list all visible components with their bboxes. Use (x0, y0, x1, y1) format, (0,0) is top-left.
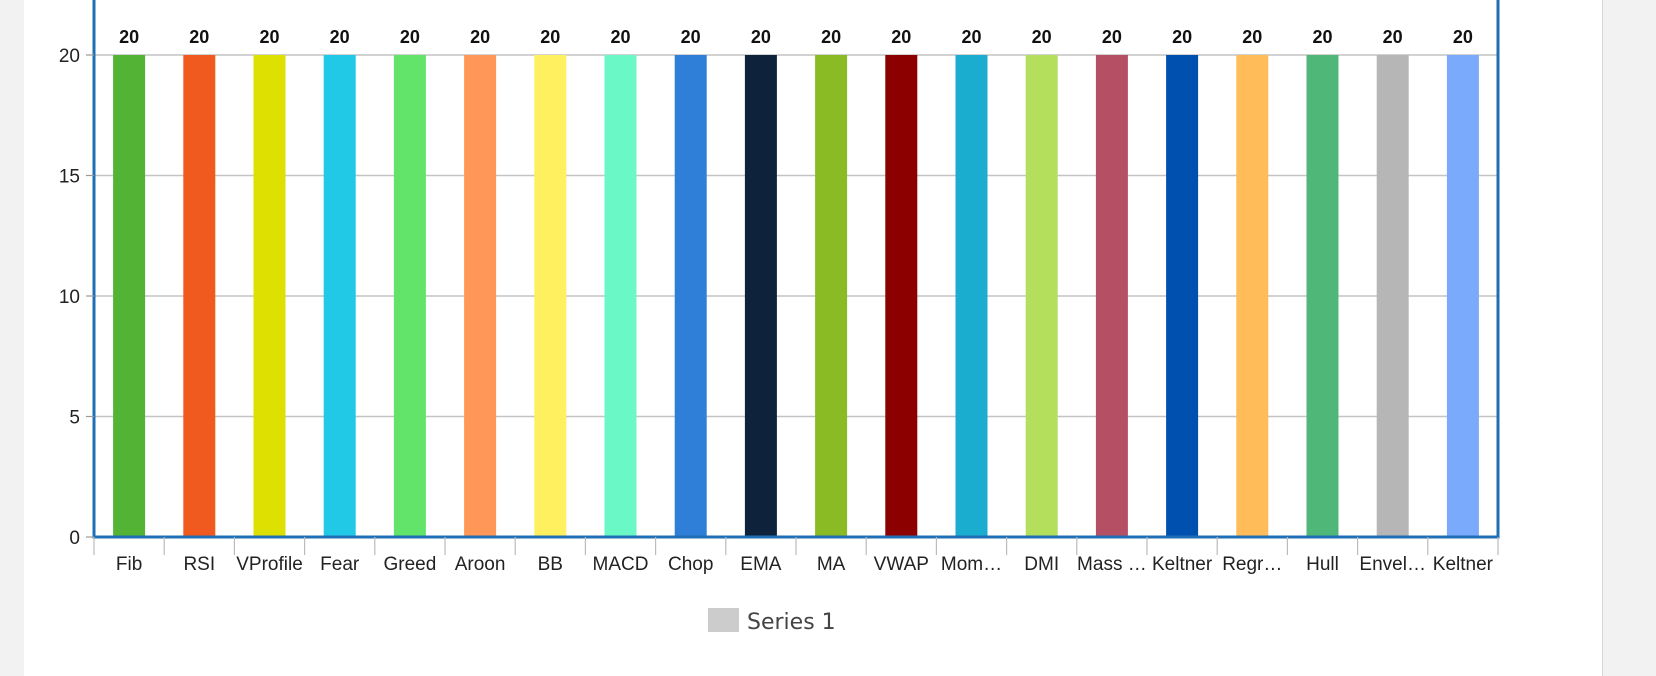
data-label: 20 (119, 27, 139, 47)
bar (464, 55, 497, 537)
bar (534, 55, 567, 537)
data-label: 20 (1172, 27, 1192, 47)
x-category-label: Greed (383, 554, 436, 575)
bar (1166, 55, 1199, 537)
data-label: 20 (189, 27, 209, 47)
x-category-label: Fear (320, 554, 360, 575)
data-label: 20 (751, 27, 771, 47)
bars (113, 55, 1479, 537)
x-category-label: Fib (116, 554, 142, 575)
data-label: 20 (821, 27, 841, 47)
bar (815, 55, 848, 537)
bar (885, 55, 918, 537)
bar (1095, 55, 1128, 537)
bar (1236, 55, 1269, 537)
bar (1306, 55, 1339, 537)
bar (1376, 55, 1409, 537)
data-label: 20 (681, 27, 701, 47)
data-labels: 20 20 20 20 20 20 20 20 20 20 20 20 20 20 20 20 20 20 20 20 (119, 27, 1473, 47)
bar (674, 55, 707, 537)
data-label: 20 (1242, 27, 1262, 47)
y-tick-label: 10 (59, 287, 80, 308)
legend-swatch (708, 608, 739, 632)
x-category-label: BB (538, 554, 563, 575)
data-label: 20 (1032, 27, 1052, 47)
gridlines (94, 54, 1498, 418)
x-category-label: DMI (1024, 554, 1059, 575)
x-category-label: EMA (740, 554, 782, 575)
bar (183, 55, 216, 537)
plot-frame (92, 0, 1500, 539)
bar (744, 55, 777, 537)
y-tick-label: 0 (69, 528, 80, 549)
x-category-label: Hull (1306, 554, 1339, 575)
y-tick-label: 15 (59, 167, 80, 188)
bar (1446, 55, 1479, 537)
data-label: 20 (891, 27, 911, 47)
x-category-label: Chop (668, 554, 713, 575)
bar-chart: 0 5 10 15 20 Fib RSI VProfile Fear Greed Aroon BB M… (59, 0, 1500, 635)
chart-panel: 0 5 10 15 20 Fib RSI VProfile Fear Greed Aroon BB M… (24, 0, 1603, 676)
x-category-label: RSI (183, 554, 215, 575)
x-category-label: Mom… (941, 554, 1002, 575)
bar (604, 55, 637, 537)
x-category-label: VWAP (874, 554, 929, 575)
data-label: 20 (400, 27, 420, 47)
data-label: 20 (470, 27, 490, 47)
data-label: 20 (259, 27, 279, 47)
x-axis-categories: Fib RSI VProfile Fear Greed Aroon BB MACD Chop EM… (93, 537, 1499, 575)
data-label: 20 (1383, 27, 1403, 47)
x-category-label: Envel… (1359, 554, 1426, 575)
legend: Series 1 (708, 608, 836, 635)
data-label: 20 (1312, 27, 1332, 47)
x-category-label: VProfile (236, 554, 303, 575)
x-category-label: Keltner (1152, 554, 1213, 575)
x-category-label: MACD (593, 554, 649, 575)
y-tick-label: 5 (69, 408, 80, 429)
data-label: 20 (610, 27, 630, 47)
legend-label: Series 1 (747, 610, 836, 635)
x-category-label: Keltner (1433, 554, 1494, 575)
data-label: 20 (1102, 27, 1122, 47)
data-label: 20 (540, 27, 560, 47)
bar (323, 55, 356, 537)
x-category-label: Regr… (1222, 554, 1282, 575)
data-label: 20 (961, 27, 981, 47)
bar (113, 55, 146, 537)
plot-border (92, 0, 1500, 539)
data-label: 20 (1453, 27, 1473, 47)
x-category-label: MA (817, 554, 846, 575)
bar (393, 55, 426, 537)
bar (1025, 55, 1058, 537)
x-category-label: Mass … (1077, 554, 1147, 575)
x-category-label: Aroon (455, 554, 506, 575)
bar (955, 55, 988, 537)
data-label: 20 (330, 27, 350, 47)
bar (253, 55, 286, 537)
y-tick-label: 20 (59, 46, 80, 67)
y-axis-ticks: 0 5 10 15 20 (59, 46, 94, 549)
